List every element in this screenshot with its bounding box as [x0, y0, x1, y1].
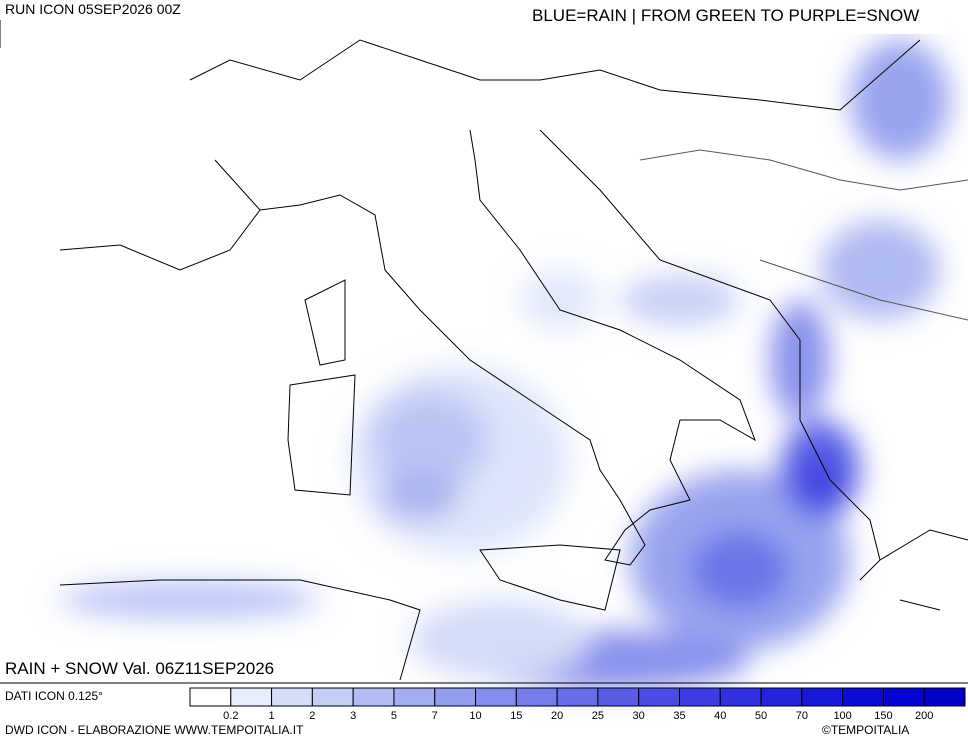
copyright: ©TEMPOITALIA — [822, 723, 910, 737]
legend-swatch — [556, 687, 599, 707]
legend-label: 25 — [592, 710, 604, 722]
legend-label: 15 — [510, 710, 522, 722]
legend-label: 200 — [915, 710, 933, 722]
legend-swatch — [189, 687, 232, 707]
legend-label: 40 — [714, 710, 726, 722]
legend-label: 30 — [633, 710, 645, 722]
credit: DWD ICON - ELABORAZIONE WWW.TEMPOITALIA.… — [5, 723, 304, 737]
legend-label: 20 — [551, 710, 563, 722]
resolution: DATI ICON 0.125° — [5, 689, 103, 703]
legend-label: 50 — [755, 710, 767, 722]
legend-swatch — [475, 687, 517, 707]
legend-swatch — [801, 687, 844, 707]
legend-swatch — [678, 687, 721, 707]
legend-key: BLUE=RAIN | FROM GREEN TO PURPLE=SNOW — [532, 6, 920, 25]
legend-swatch — [352, 687, 395, 707]
legend-label: 150 — [874, 710, 892, 722]
legend-label: 70 — [796, 710, 808, 722]
legend-label: 7 — [432, 710, 438, 722]
legend-swatch — [434, 687, 477, 707]
run-label: RUN ICON 05SEP2026 00Z — [5, 1, 181, 17]
legend-label: 35 — [673, 710, 685, 722]
legend-label: 100 — [833, 710, 851, 722]
legend-swatch — [311, 687, 354, 707]
legend-label: 10 — [469, 710, 481, 722]
legend-swatch — [271, 687, 313, 707]
legend-label: 1 — [269, 710, 275, 722]
key-box — [530, 0, 950, 34]
legend-swatch — [515, 687, 558, 707]
legend-label: 5 — [391, 710, 397, 722]
map-title: RAIN + SNOW Val. 06Z11SEP2026 — [5, 659, 275, 678]
coastlines — [59, 39, 968, 681]
legend-swatch — [230, 687, 273, 707]
legend-label: 3 — [350, 710, 356, 722]
legend-label: 0.2 — [223, 710, 238, 722]
legend-swatch — [597, 687, 640, 707]
header-box — [0, 0, 250, 20]
legend: 0.2 1 2 3 5 7 10 15 20 25 30 35 40 50 70 100 150 200 — [189, 687, 966, 722]
legend-swatch — [719, 687, 762, 707]
legend-swatch — [638, 687, 680, 707]
legend-swatch — [393, 687, 436, 707]
legend-label: 2 — [309, 710, 315, 722]
precipitation — [60, 40, 950, 690]
legend-swatch — [842, 687, 884, 707]
legend-swatch — [882, 687, 925, 707]
legend-swatch — [923, 687, 966, 707]
legend-swatch — [760, 687, 803, 707]
